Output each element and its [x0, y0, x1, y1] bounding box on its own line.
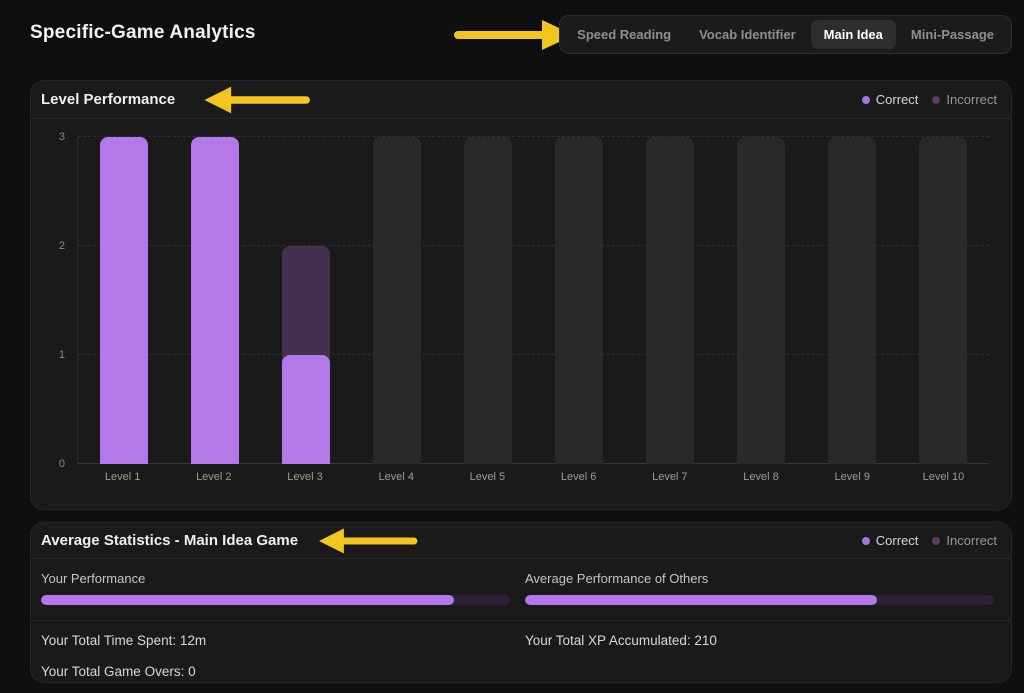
x-label-9: Level 9 [834, 471, 870, 483]
placeholder-bar [828, 137, 877, 464]
bar-slot-9 [807, 137, 898, 464]
y-tick-1: 1 [58, 349, 65, 361]
placeholder-bar [919, 137, 968, 464]
totals-section: Your Total Time Spent: 12m Your Total Ga… [31, 621, 1011, 683]
page-title: Specific-Game Analytics [30, 22, 256, 43]
x-label-1: Level 1 [104, 471, 141, 483]
others-performance-track [525, 595, 994, 605]
stats-legend: Correct Incorrect [861, 533, 997, 548]
others-performance-label: Average Performance of Others [525, 571, 709, 586]
totals-left-column: Your Total Time Spent: 12m Your Total Ga… [41, 633, 510, 679]
your-performance-fill [41, 595, 454, 605]
your-performance-track [41, 595, 510, 605]
stats-divider [31, 620, 1011, 621]
others-performance-block: Average Performance of Others [525, 571, 994, 605]
correct-bar-segment [99, 137, 148, 464]
your-performance-label: Your Performance [41, 571, 146, 586]
tab-vocab-identifier[interactable]: Vocab Identifier [686, 20, 809, 49]
total-xp-accumulated-value: 210 [694, 633, 717, 648]
placeholder-bar [646, 137, 695, 464]
bar-slot-7 [625, 137, 716, 464]
tab-main-idea[interactable]: Main Idea [810, 20, 896, 49]
bar-slot-4 [351, 137, 442, 464]
bar-slot-5 [442, 137, 533, 464]
correct-dot-icon [861, 95, 870, 104]
incorrect-bar-segment [281, 246, 330, 364]
totals-right-column: Your Total XP Accumulated: 210 [525, 633, 994, 679]
legend-incorrect-label: Incorrect [946, 533, 997, 548]
game-tabbar: Speed Reading Vocab Identifier Main Idea… [559, 15, 1012, 54]
x-label-8: Level 8 [743, 471, 779, 483]
y-tick-3: 3 [58, 131, 65, 143]
bars-layer [78, 137, 989, 464]
incorrect-dot-icon [932, 536, 941, 545]
level-performance-chart: 0 1 2 3 Level 1 Level 2 Level 3 Level 4 Level 5… [31, 119, 1011, 483]
placeholder-bar [555, 137, 604, 464]
y-tick-2: 2 [58, 240, 65, 252]
placeholder-bar [372, 137, 421, 464]
incorrect-dot-icon [932, 95, 941, 104]
legend-incorrect: Incorrect [932, 533, 997, 548]
total-xp-accumulated: Your Total XP Accumulated: 210 [525, 633, 994, 648]
legend-incorrect-label: Incorrect [946, 92, 997, 107]
gridline-2 [78, 245, 989, 246]
chart-legend: Correct Incorrect [861, 92, 997, 107]
others-performance-fill [525, 595, 877, 605]
annotation-arrow-right-icon [454, 20, 574, 50]
y-tick-0: 0 [58, 458, 65, 470]
placeholder-bar [737, 137, 786, 464]
legend-correct: Correct [861, 92, 919, 107]
bar-slot-3 [260, 137, 351, 464]
total-game-overs: Your Total Game Overs: 0 [41, 664, 510, 679]
average-statistics-title: Average Statistics - Main Idea Game [41, 532, 299, 549]
x-label-6: Level 6 [560, 471, 597, 483]
gridline-1 [78, 354, 989, 355]
correct-dot-icon [861, 536, 870, 545]
correct-bar-segment [190, 137, 239, 464]
bar-slot-6 [533, 137, 624, 464]
level-performance-title: Level Performance [41, 91, 176, 108]
tab-mini-passage[interactable]: Mini-Passage [898, 20, 1007, 49]
correct-bar-segment [281, 355, 330, 464]
gridline-0 [78, 463, 989, 464]
x-label-7: Level 7 [652, 471, 688, 483]
total-time-spent-value: 12m [179, 633, 207, 648]
y-axis: 0 1 2 3 [45, 131, 77, 470]
bar-slot-10 [898, 137, 989, 464]
annotation-arrow-left-icon [319, 528, 418, 553]
total-game-overs-value: 0 [188, 664, 196, 679]
annotation-arrow-left-icon [204, 86, 311, 113]
total-xp-accumulated-label: Your Total XP Accumulated: [525, 633, 691, 648]
x-axis-labels: Level 1 Level 2 Level 3 Level 4 Level 5 Level… [77, 464, 989, 483]
performance-bars-section: Your Performance Average Performance of … [31, 559, 1011, 620]
total-game-overs-label: Your Total Game Overs: [41, 664, 185, 679]
level-performance-panel: Level Performance Correct Incorrect 0 1 2 3… [30, 80, 1012, 510]
x-label-2: Level 2 [196, 471, 232, 483]
level-performance-header: Level Performance Correct Incorrect [31, 81, 1011, 119]
legend-correct-label: Correct [875, 533, 919, 548]
your-performance-block: Your Performance [41, 571, 510, 605]
x-label-10: Level 10 [922, 471, 965, 483]
x-label-5: Level 5 [469, 471, 506, 483]
average-statistics-header: Average Statistics - Main Idea Game Corr… [31, 523, 1011, 559]
total-time-spent-label: Your Total Time Spent: [41, 633, 177, 648]
placeholder-bar [463, 137, 512, 464]
legend-correct-label: Correct [875, 92, 919, 107]
bar-slot-2 [169, 137, 260, 464]
x-label-3: Level 3 [287, 471, 323, 483]
average-statistics-panel: Average Statistics - Main Idea Game Corr… [30, 522, 1012, 683]
plot-area [77, 136, 989, 464]
x-label-4: Level 4 [378, 471, 414, 483]
bar-slot-1 [78, 137, 169, 464]
gridline-3 [78, 136, 989, 137]
total-time-spent: Your Total Time Spent: 12m [41, 633, 510, 648]
legend-correct: Correct [861, 533, 919, 548]
bar-slot-8 [716, 137, 807, 464]
legend-incorrect: Incorrect [932, 92, 997, 107]
tab-speed-reading[interactable]: Speed Reading [564, 20, 684, 49]
